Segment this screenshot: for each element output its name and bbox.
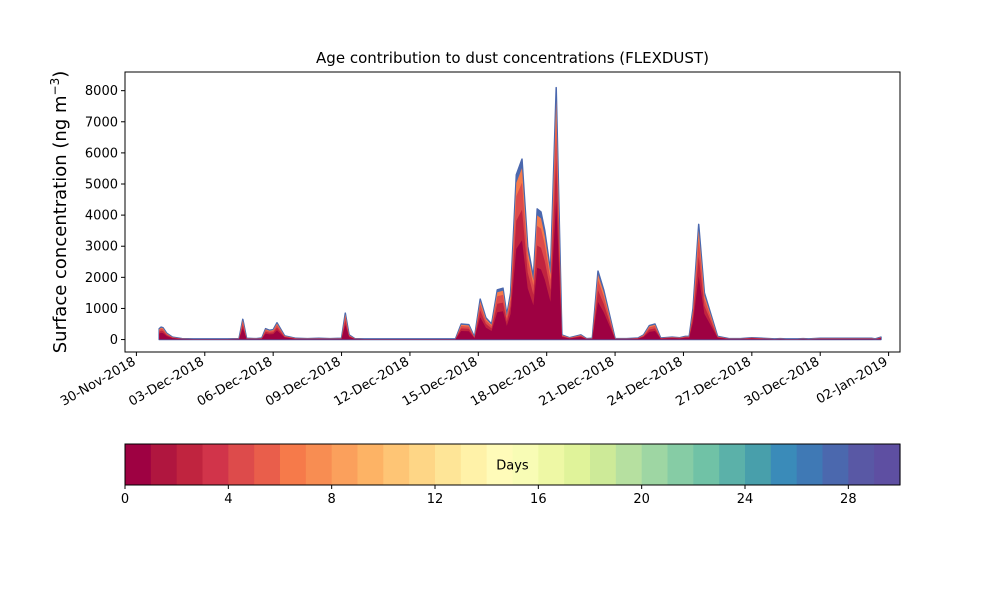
y-tick-label: 6000 [85,146,118,161]
colorbar-segment [460,444,488,485]
colorbar-segment [796,444,824,485]
axes-frame [124,71,901,353]
colorbar-segment [538,444,565,485]
x-tick-label: 02-Jan-2019 [814,354,891,407]
y-tick-label: 8000 [85,84,118,99]
colorbar-segment [770,444,798,485]
colorbar-tick-label: 24 [737,492,754,507]
colorbar-segment [383,444,410,485]
x-tick-label: 30-Dec-2018 [742,354,822,409]
colorbar-segment [254,444,281,485]
x-tick-label: 15-Dec-2018 [400,354,480,409]
colorbar-segment [331,444,359,485]
y-tick-label: 0 [110,333,118,348]
colorbar-frame [124,443,901,486]
colorbar-tick-label: 20 [633,492,650,507]
y-axis-label-superscript: −3 [48,78,62,96]
colorbar-segment [486,444,514,485]
x-tick-label: 03-Dec-2018 [126,354,206,409]
y-tick-label: 1000 [85,302,118,317]
colorbar-tick-label: 0 [121,492,129,507]
y-tick-label: 2000 [85,271,118,286]
x-tick-label: 30-Nov-2018 [58,354,138,409]
colorbar-segment [615,444,643,485]
y-axis-label-close: ) [50,71,71,78]
colorbar-tick-label: 12 [427,492,444,507]
x-tick-label: 21-Dec-2018 [537,354,617,409]
y-axis-label-text: Surface concentration (ng m [50,95,71,353]
colorbar-segment [693,444,720,485]
colorbar-segment [641,444,669,485]
colorbar-segment [719,444,746,485]
colorbar-tick-label: 16 [530,492,547,507]
y-axis-label: Surface concentration (ng m−3) [48,71,71,354]
colorbar-segment [512,444,539,485]
x-tick-label: 12-Dec-2018 [332,354,412,409]
y-tick-label: 3000 [85,240,118,255]
colorbar-segment [667,444,694,485]
colorbar-segment [202,444,229,485]
colorbar-segment [125,444,152,485]
x-tick-label: 24-Dec-2018 [605,354,685,409]
colorbar-segment [874,444,901,485]
plot-area: 0 1000 2000 3000 4000 5000 6000 7000 8000 30-Nov… [58,71,901,410]
y-tick-label: 4000 [85,209,118,224]
colorbar-segment [848,444,875,485]
colorbar-segment [564,444,591,485]
chart-title: Age contribution to dust concentrations … [316,49,709,67]
y-tick-label: 5000 [85,178,118,193]
stacked-area-layers [158,86,882,341]
x-axis: 30-Nov-201803-Dec-201806-Dec-201809-Dec-… [58,352,891,410]
colorbar-tick-label: 28 [840,492,857,507]
x-tick-label: 27-Dec-2018 [673,354,753,409]
colorbar-segment [590,444,617,485]
colorbar-segment [409,444,436,485]
x-tick-label: 06-Dec-2018 [195,354,275,409]
colorbar-tick-label: 8 [328,492,336,507]
x-tick-label: 18-Dec-2018 [468,354,548,409]
colorbar-segment [176,444,204,485]
colorbar-segment [305,444,333,485]
colorbar-segment [435,444,462,485]
colorbar-segment [745,444,772,485]
colorbar-segment [822,444,849,485]
colorbar-segment [228,444,255,485]
x-tick-label: 09-Dec-2018 [263,354,343,409]
y-axis: 0 1000 2000 3000 4000 5000 6000 7000 8000 [85,84,125,348]
colorbar-label: Days [496,459,529,474]
colorbar-segment [150,444,178,485]
area-layer-age-0-1 [159,201,882,340]
colorbar-tick-label: 4 [224,492,232,507]
colorbar-segment [280,444,307,485]
y-tick-label: 7000 [85,115,118,130]
colorbar-segment [357,444,384,485]
colorbar: 0 4 8 12 16 20 24 28 [121,443,901,507]
